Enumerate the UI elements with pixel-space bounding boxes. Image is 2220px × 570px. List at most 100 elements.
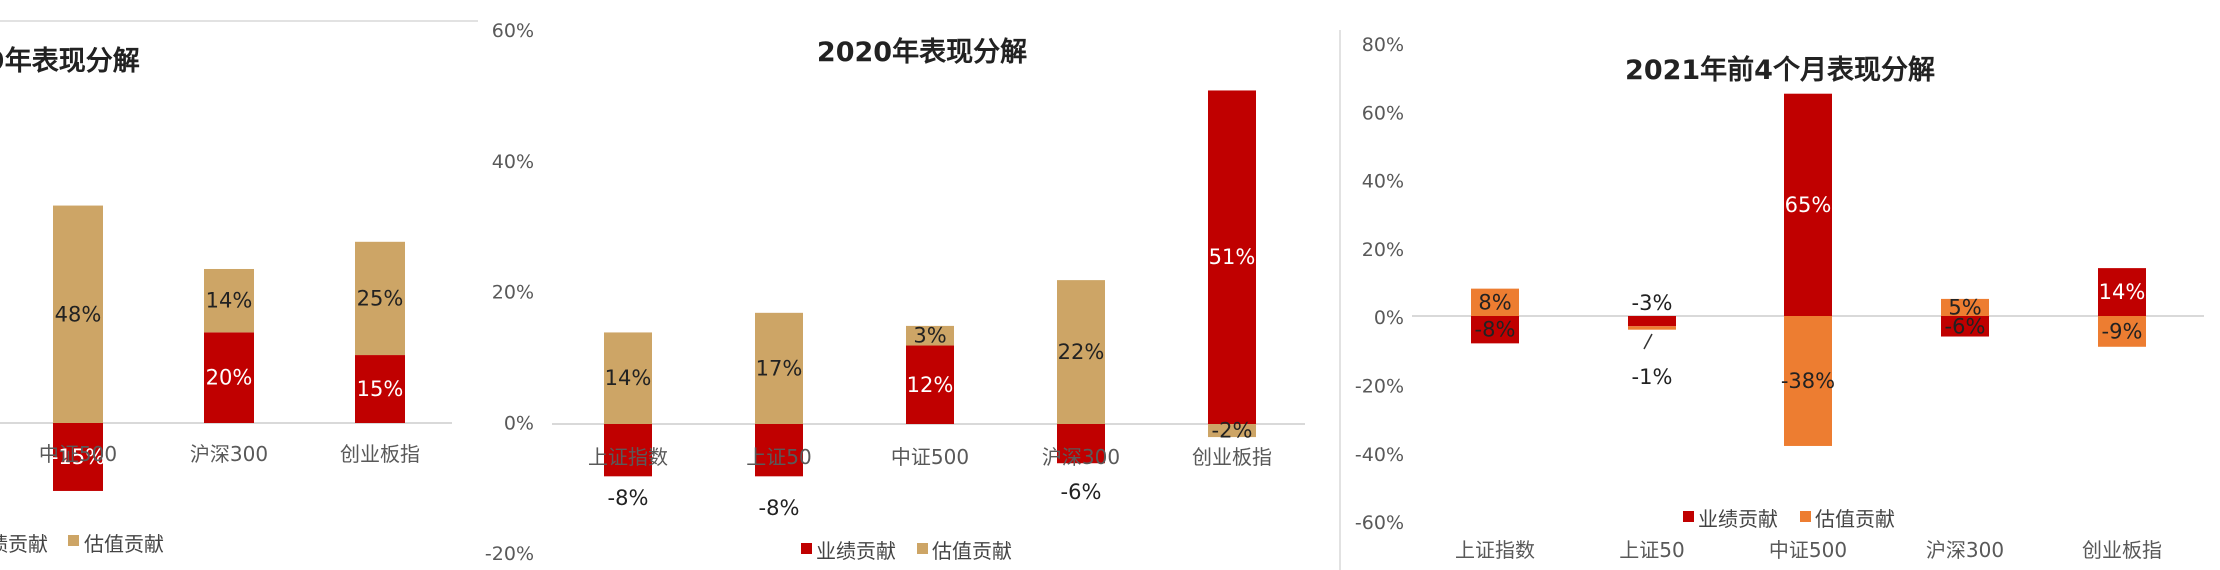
chart-3-bar-earnings	[1471, 316, 1519, 344]
chart-2-data-label: -8%	[608, 486, 649, 510]
chart-3-bar-earnings	[2098, 268, 2146, 316]
chart-2-y-axis: 60% 40% 20% 0% -20%	[485, 20, 534, 565]
chart-2-data-label: -2%	[1212, 419, 1253, 443]
chart-3-legend-earnings-swatch	[1683, 511, 1694, 522]
chart-1: 9年表现分解 -15% 20% 15% 48% 14% 25% 中证500 沪深300 创业板…	[0, 45, 452, 556]
chart-1-legend-earnings-label: 业绩贡献	[0, 532, 48, 556]
chart-2-ytick-label: 60%	[492, 20, 534, 42]
chart-1-category-label: 创业板指	[340, 442, 420, 466]
chart-3-data-label: -9%	[2102, 319, 2143, 343]
chart-2-ytick-label: 20%	[492, 282, 534, 304]
chart-1-bar-valuation	[355, 241, 405, 356]
chart-2-bar-valuation	[906, 325, 954, 346]
chart-3-bar-valuation	[1941, 298, 1989, 316]
chart-3-bar-valuation	[1784, 316, 1832, 446]
chart-2-ytick-label: 40%	[492, 151, 534, 173]
chart-3-data-label: -1%	[1632, 365, 1673, 389]
chart-1-legend-valuation-swatch	[68, 535, 79, 546]
chart-3-y-axis: 80% 60% 40% 20% 0% -20% -40% -60%	[1355, 34, 1404, 534]
chart-2-bar-valuation	[604, 332, 652, 424]
chart-3-data-label: -6%	[1945, 314, 1986, 338]
chart-1-category-labels: 中证500 沪深300 创业板指	[39, 442, 420, 466]
chart-1-category-label: 中证500	[39, 442, 117, 466]
chart-2-legend: 业绩贡献 估值贡献	[801, 539, 1012, 563]
chart-2-legend-earnings-swatch	[801, 543, 812, 554]
chart-3: 2021年前4个月表现分解 80% 60% 40% 20% 0% -20% -40% -60%…	[1355, 34, 2204, 562]
chart-3-ytick-label: 60%	[1362, 102, 1404, 124]
chart-3-ytick-label: 40%	[1362, 171, 1404, 193]
chart-2-bar-valuation	[755, 312, 803, 424]
chart-3-bar-valuation	[1471, 288, 1519, 316]
chart-2-ytick-label: -20%	[485, 543, 534, 565]
chart-3-ytick-label: -20%	[1355, 376, 1404, 398]
chart-1-legend-valuation-label: 估值贡献	[84, 532, 164, 556]
chart-2-bar-earnings	[604, 424, 652, 477]
chart-3-bar-valuation	[1628, 326, 1676, 330]
chart-2-legend-valuation-swatch	[917, 543, 928, 554]
chart-2-bar-valuation	[1208, 424, 1256, 438]
chart-2-data-label: 51%	[1209, 245, 1256, 269]
chart-2: 2020年表现分解 60% 40% 20% 0% -20% -8% -8% 12% -6% 51…	[485, 20, 1305, 565]
chart-2-bar-valuation	[1057, 280, 1105, 424]
chart-3-data-label: -38%	[1781, 369, 1835, 393]
chart-3-bar-valuation	[2098, 316, 2146, 347]
chart-3-category-label: 沪深300	[1926, 538, 2004, 562]
chart-2-legend-valuation-label: 估值贡献	[932, 539, 1012, 563]
chart-3-bar-earnings	[1941, 316, 1989, 337]
chart-3-data-label: -8%	[1475, 318, 1516, 342]
chart-3-legend: 业绩贡献 估值贡献	[1683, 507, 1895, 531]
chart-2-title: 2020年表现分解	[817, 36, 1027, 68]
chart-2-data-label: -8%	[759, 496, 800, 520]
chart-1-data-label: 15%	[357, 377, 404, 401]
chart-3-legend-earnings-label: 业绩贡献	[1698, 507, 1778, 531]
chart-2-ytick-label: 0%	[504, 412, 534, 434]
chart-2-bar-earnings	[1057, 424, 1105, 464]
chart-3-ytick-label: -40%	[1355, 444, 1404, 466]
chart-3-category-label: 上证50	[1619, 538, 1684, 562]
chart-3-ytick-label: 0%	[1374, 307, 1404, 329]
chart-1-data-label: -15%	[51, 445, 105, 469]
chart-1-data-label: 20%	[206, 366, 253, 390]
chart-2-category-label: 上证指数	[588, 445, 668, 469]
chart-2-category-labels: 上证指数 上证50 中证500 沪深300 创业板指	[588, 445, 1272, 469]
chart-2-data-label: 17%	[756, 356, 803, 380]
chart-1-data-label: 48%	[55, 302, 102, 326]
chart-3-bars: -8% -3% 65% -6% 14% 8% -1% -38% 5% -9%	[1471, 93, 2146, 446]
chart-3-data-label: 14%	[2099, 280, 2146, 304]
chart-2-bar-earnings	[906, 345, 954, 424]
chart-1-bar-earnings	[204, 332, 254, 423]
chart-3-category-label: 创业板指	[2082, 538, 2162, 562]
chart-2-bars: -8% -8% 12% -6% 51% 14% 17% 3% 22% -2%	[604, 90, 1256, 520]
chart-2-category-label: 中证500	[891, 445, 969, 469]
chart-1-data-label: 25%	[357, 286, 404, 310]
chart-3-leader-line	[1643, 333, 1653, 350]
chart-3-data-label: 65%	[1785, 193, 1832, 217]
chart-2-category-label: 上证50	[746, 445, 811, 469]
chart-2-data-label: 12%	[907, 373, 954, 397]
chart-3-category-label: 上证指数	[1455, 538, 1535, 562]
chart-1-data-label: 14%	[206, 289, 253, 313]
chart-3-bar-earnings	[1784, 93, 1832, 316]
chart-2-data-label: -6%	[1061, 480, 1102, 504]
chart-1-bar-valuation	[53, 205, 103, 423]
chart-1-category-label: 沪深300	[190, 442, 268, 466]
chart-3-legend-valuation-swatch	[1800, 511, 1811, 522]
chart-2-data-label: 14%	[605, 366, 652, 390]
chart-1-bars: -15% 20% 15% 48% 14% 25%	[51, 205, 405, 491]
chart-3-ytick-label: 80%	[1362, 34, 1404, 56]
chart-2-bar-earnings	[755, 424, 803, 477]
chart-2-legend-earnings-label: 业绩贡献	[816, 539, 896, 563]
chart-3-bar-earnings	[1628, 316, 1676, 327]
chart-2-category-label: 沪深300	[1042, 445, 1120, 469]
chart-3-ytick-label: 20%	[1362, 239, 1404, 261]
chart-1-title: 9年表现分解	[0, 45, 140, 77]
chart-3-category-labels: 上证指数 上证50 中证500 沪深300 创业板指	[1455, 538, 2162, 562]
chart-1-legend: 业绩贡献 估值贡献	[0, 532, 164, 556]
chart-2-data-label: 3%	[913, 324, 946, 348]
chart-3-data-label: -3%	[1632, 291, 1673, 315]
chart-1-bar-earnings	[53, 423, 103, 491]
chart-1-bar-valuation	[204, 268, 254, 333]
chart-2-bar-earnings	[1208, 90, 1256, 425]
chart-3-category-label: 中证500	[1769, 538, 1847, 562]
